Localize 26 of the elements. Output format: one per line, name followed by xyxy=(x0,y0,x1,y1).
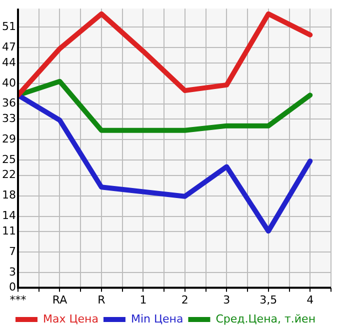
y-tick-label: 3 xyxy=(8,265,16,278)
y-tick-label: 29 xyxy=(2,132,16,146)
y-tick-label: 0 xyxy=(8,280,16,294)
y-tick-label: 18 xyxy=(2,188,16,202)
y-tick-label: 40 xyxy=(2,76,16,90)
y-tick-label: 44 xyxy=(2,56,16,69)
legend-label: Max Цена xyxy=(42,312,98,326)
y-tick-label: 51 xyxy=(2,20,16,34)
x-tick-label: 1 xyxy=(140,293,147,306)
x-tick-label: 3,5 xyxy=(260,293,278,306)
y-tick-label: 14 xyxy=(2,209,16,222)
y-tick-label: 36 xyxy=(2,96,16,110)
y-tick-label: 22 xyxy=(2,168,16,182)
legend-label: Сред.Цена, т.йен xyxy=(216,312,316,326)
legend-label: Min Цена xyxy=(130,312,184,326)
x-tick-label: *** xyxy=(10,293,27,306)
x-tick-label: 2 xyxy=(181,293,188,306)
x-tick-label: RA xyxy=(52,293,68,306)
y-tick-label: 11 xyxy=(2,224,16,238)
y-tick-label: 7 xyxy=(8,244,16,258)
x-tick-label: 3 xyxy=(223,293,230,306)
y-tick-label: 25 xyxy=(2,152,16,166)
y-tick-label: 47 xyxy=(2,40,16,54)
x-tick-label: R xyxy=(98,293,106,306)
x-tick-label: 4 xyxy=(306,293,314,306)
y-tick-label: 33 xyxy=(2,112,16,126)
